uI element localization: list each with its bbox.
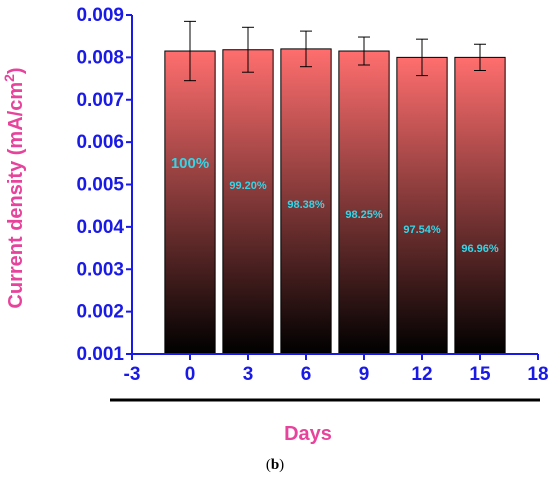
x-axis-title: Days: [284, 423, 332, 445]
y-axis-title-sup: 2: [1, 74, 17, 82]
x-tick-label-5: 12: [411, 364, 432, 385]
bar-label-4: 97.54%: [403, 224, 441, 236]
y-tick-label-0: 0.001: [76, 344, 124, 365]
caption-close: ): [279, 457, 285, 473]
ticks-layer: 0.001 0.002 0.003 0.004 0.005 0.006 0.007 0.008…: [76, 5, 548, 385]
y-axis-title: Current density (mA/cm2): [1, 67, 27, 308]
bar-4: [396, 56, 448, 355]
y-tick-label-1: 0.002: [76, 302, 124, 323]
x-tick-label-1: 0: [185, 364, 196, 385]
caption-letter: b: [270, 457, 280, 473]
bar-chart: 0.001 0.002 0.003 0.004 0.005 0.006 0.007 0.008…: [1, 5, 549, 445]
bar-5: [454, 56, 506, 355]
bar-label-3: 98.25%: [345, 209, 383, 221]
x-tick-label-3: 6: [301, 364, 312, 385]
x-tick-label-2: 3: [243, 364, 254, 385]
bar-0: [164, 50, 216, 355]
y-tick-label-3: 0.004: [76, 217, 124, 238]
y-axis-title-main: Current density (mA/cm: [5, 82, 27, 309]
bar-1: [222, 49, 274, 355]
x-tick-label-6: 15: [469, 364, 491, 385]
x-tick-label-4: 9: [359, 364, 370, 385]
bar-label-2: 98.38%: [287, 199, 325, 211]
y-tick-label-4: 0.005: [76, 175, 124, 196]
bars-layer: [164, 20, 506, 355]
x-tick-label-0: -3: [124, 364, 141, 385]
bar-3: [338, 50, 390, 355]
labels-layer: 100% 99.20% 98.38% 98.25% 97.54% 96.96%: [171, 155, 499, 255]
y-tick-label-6: 0.007: [76, 90, 124, 111]
bar-label-5: 96.96%: [461, 243, 499, 255]
y-tick-label-7: 0.008: [76, 47, 124, 68]
caption-open: (: [265, 457, 271, 473]
y-tick-label-5: 0.006: [76, 132, 124, 153]
bar-label-1: 99.20%: [229, 180, 267, 192]
figure-caption: (b): [0, 457, 550, 474]
y-tick-label-2: 0.003: [76, 259, 124, 280]
x-tick-label-7: 18: [527, 364, 548, 385]
bar-label-0: 100%: [171, 155, 209, 172]
y-tick-label-8: 0.009: [76, 5, 124, 26]
y-axis-title-end: ): [5, 67, 27, 74]
